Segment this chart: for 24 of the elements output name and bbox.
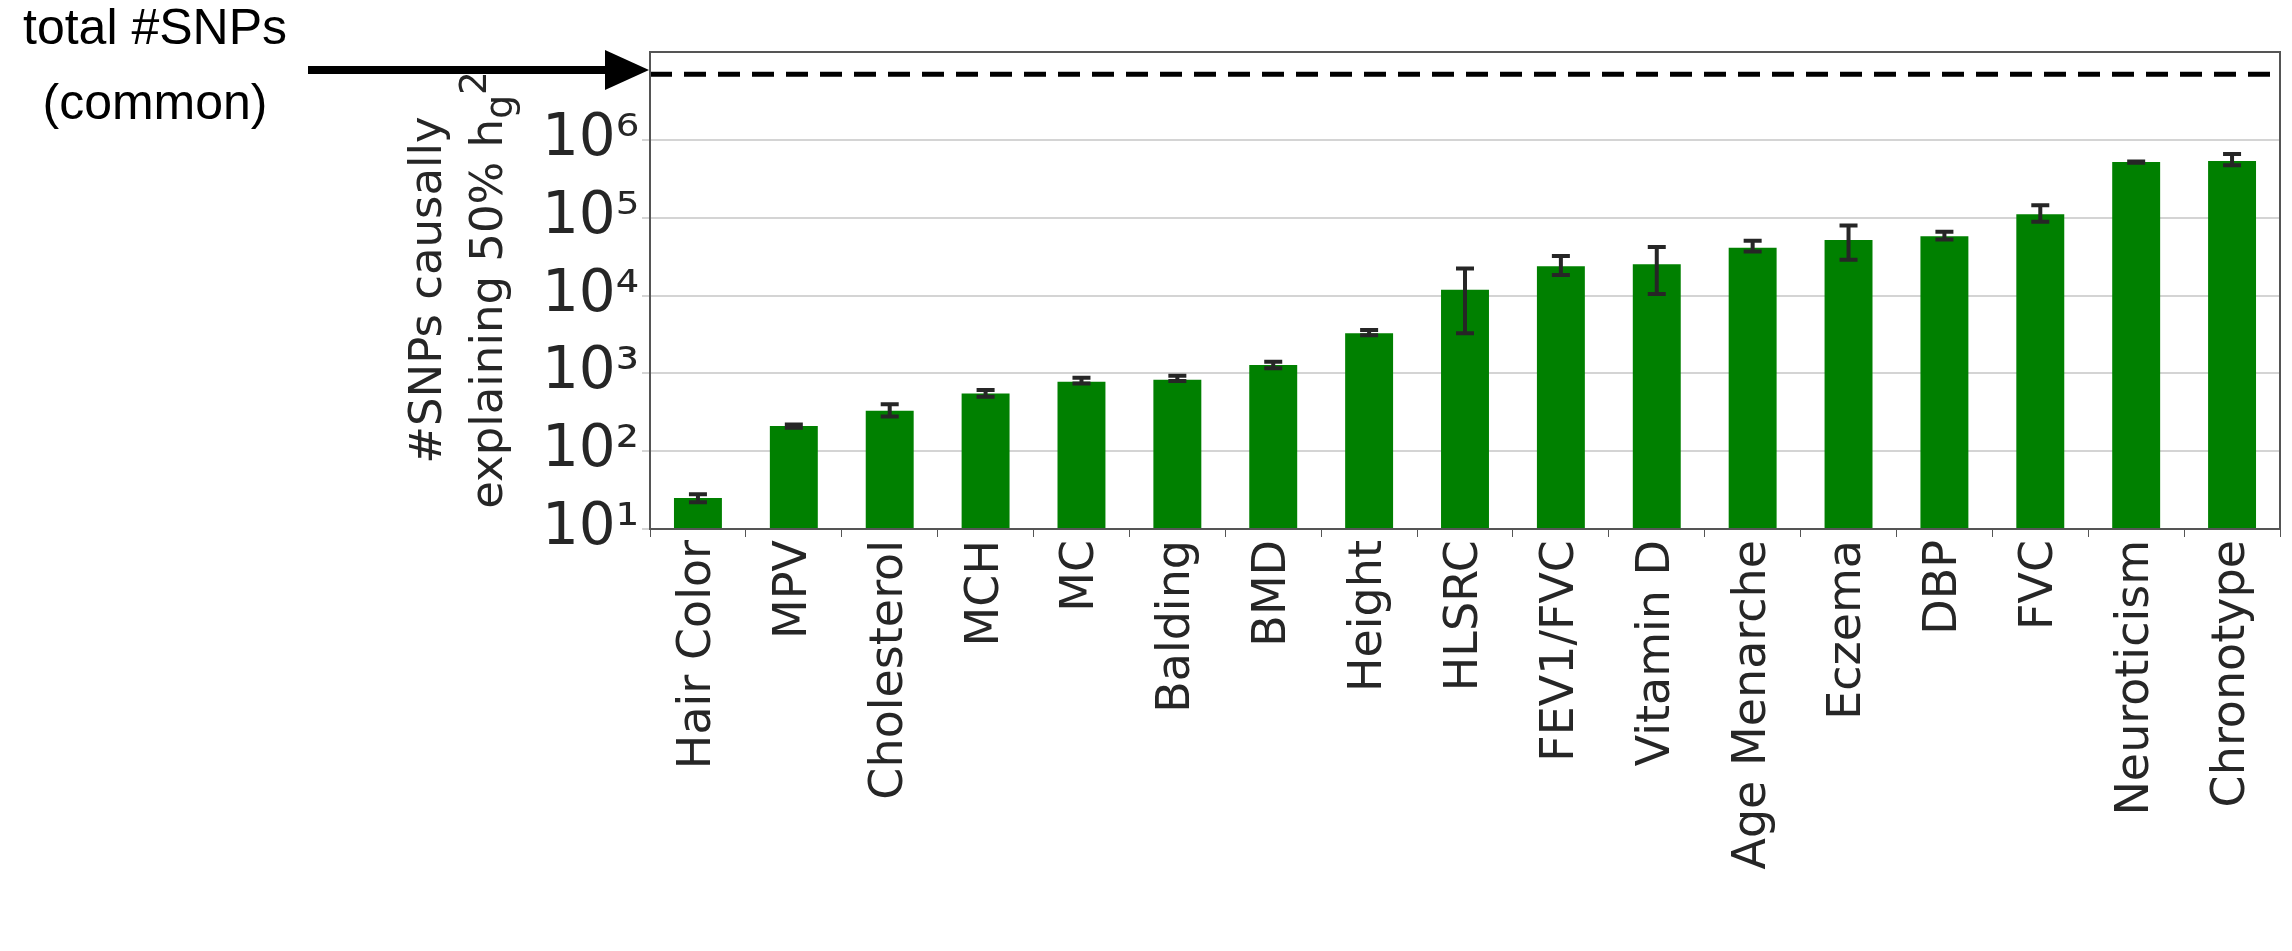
y-tick-label: 10³	[541, 334, 639, 403]
y-tick-label: 10⁴	[541, 256, 639, 325]
x-tick-label: MC	[1050, 540, 1105, 612]
x-tick-label: Age Menarche	[1721, 540, 1776, 870]
x-tick-label: Neuroticism	[2105, 540, 2160, 816]
y-tick-label: 10⁵	[541, 178, 639, 247]
x-tick-label: Cholesterol	[858, 540, 913, 800]
x-tick-label: HLSRC	[1433, 540, 1488, 692]
y-tick-label: 10¹	[541, 490, 639, 559]
x-tick-label: FVC	[2009, 540, 2064, 631]
x-tick-label: BMD	[1242, 540, 1297, 647]
x-tick-label: MCH	[954, 540, 1009, 647]
x-tick-label: MPV	[762, 539, 817, 639]
x-tick-label: Height	[1338, 540, 1393, 693]
x-tick-label: Balding	[1146, 540, 1201, 713]
x-tick-label: Hair Color	[666, 539, 721, 770]
x-tick-label: FEV1/FVC	[1529, 540, 1584, 762]
x-tick-label: DBP	[1913, 540, 1968, 635]
y-tick-label: 10⁶	[541, 101, 639, 170]
ref-line-label: total #SNPs (common)	[22, 0, 288, 130]
y-tick-label: 10²	[541, 412, 639, 481]
x-tick-label: Vitamin D	[1625, 540, 1680, 767]
x-tick-label: Chronotype	[2201, 540, 2256, 808]
x-tick-label: Eczema	[1817, 540, 1872, 720]
